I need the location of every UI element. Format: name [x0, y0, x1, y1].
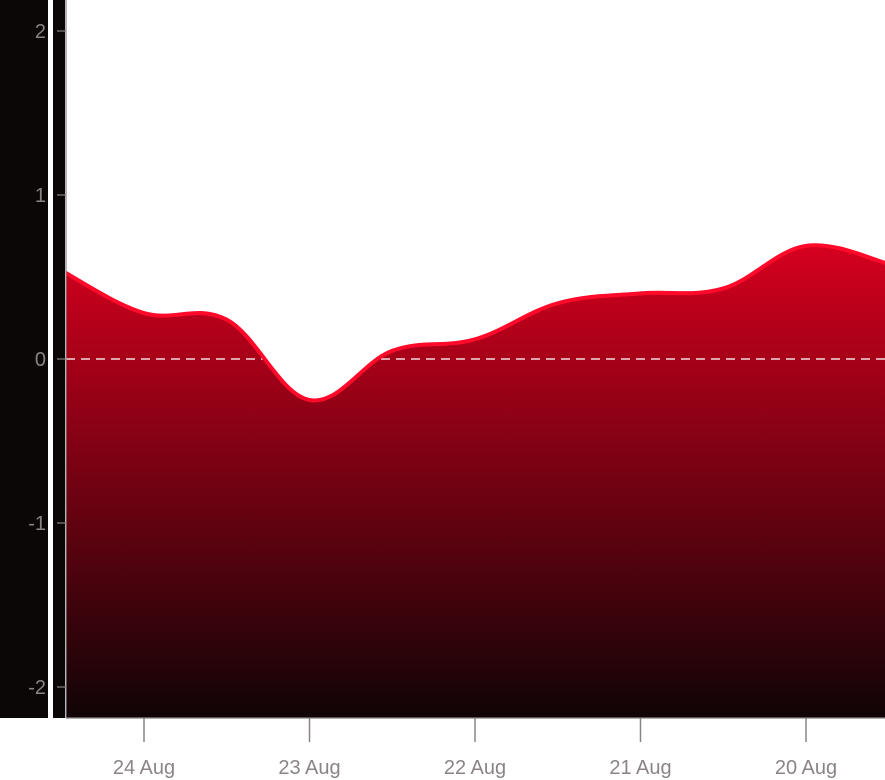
y-tick-label: 2: [35, 21, 46, 43]
y-tick-label: 1: [35, 185, 46, 207]
y-tick-label: -2: [28, 677, 46, 699]
y-tick-label: 0: [35, 349, 46, 371]
x-tick-label: 20 Aug: [775, 757, 837, 779]
series-line: [66, 243, 885, 403]
axis-panel-divider: [48, 0, 53, 718]
x-tick-label: 21 Aug: [609, 757, 671, 779]
left-axis-panel: [0, 0, 48, 718]
y-tick-label: -1: [28, 513, 46, 535]
y-axis-ticks: 2 1 0 -1 -2: [28, 21, 66, 699]
x-tick-label: 24 Aug: [113, 757, 175, 779]
x-tick-label: 22 Aug: [444, 757, 506, 779]
x-axis-ticks: 24 Aug 23 Aug 22 Aug 21 Aug 20 Aug: [113, 718, 837, 779]
x-tick-label: 23 Aug: [278, 757, 340, 779]
area-fill: [66, 245, 885, 718]
